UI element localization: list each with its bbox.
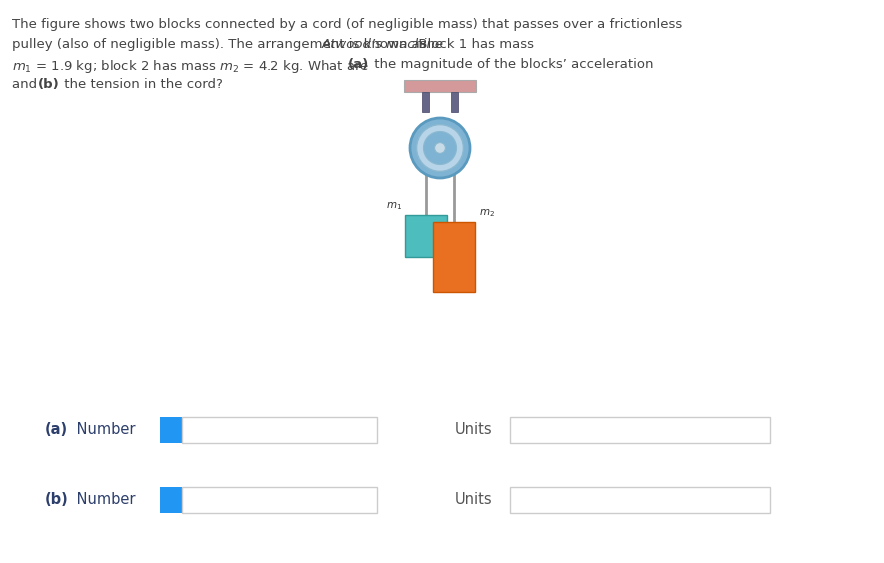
Text: i: i bbox=[169, 493, 173, 507]
Text: $m_1$ = 1.9 kg; block 2 has mass $m_2$ = 4.2 kg. What are: $m_1$ = 1.9 kg; block 2 has mass $m_2$ =… bbox=[12, 58, 370, 75]
Bar bbox=[433, 222, 475, 292]
Text: Units: Units bbox=[455, 493, 492, 507]
Bar bbox=[160, 417, 182, 443]
Bar bbox=[510, 417, 770, 443]
Circle shape bbox=[410, 118, 470, 178]
Bar bbox=[160, 487, 182, 513]
Text: (a): (a) bbox=[348, 58, 370, 71]
Bar bbox=[404, 80, 476, 92]
Text: The figure shows two blocks connected by a cord (of negligible mass) that passes: The figure shows two blocks connected by… bbox=[12, 18, 682, 31]
Text: (b): (b) bbox=[45, 493, 69, 507]
Bar bbox=[422, 92, 429, 112]
Circle shape bbox=[423, 132, 456, 164]
Text: Units: Units bbox=[455, 422, 492, 437]
Text: Number: Number bbox=[72, 493, 135, 507]
Text: the magnitude of the blocks’ acceleration: the magnitude of the blocks’ acceleratio… bbox=[370, 58, 653, 71]
Text: pulley (also of negligible mass). The arrangement is known as: pulley (also of negligible mass). The ar… bbox=[12, 38, 431, 51]
Text: ∨: ∨ bbox=[753, 495, 762, 508]
Text: Atwood’s machine: Atwood’s machine bbox=[322, 38, 444, 51]
Text: the tension in the cord?: the tension in the cord? bbox=[60, 78, 223, 91]
Text: $m_1$: $m_1$ bbox=[386, 200, 402, 212]
Text: . Block 1 has mass: . Block 1 has mass bbox=[410, 38, 534, 51]
Text: (b): (b) bbox=[38, 78, 60, 91]
Text: i: i bbox=[169, 423, 173, 437]
Text: and: and bbox=[12, 78, 42, 91]
Text: Number: Number bbox=[72, 422, 135, 437]
Bar bbox=[182, 417, 377, 443]
Circle shape bbox=[416, 124, 463, 171]
Bar bbox=[510, 487, 770, 513]
Text: $m_2$: $m_2$ bbox=[479, 207, 495, 219]
Bar bbox=[182, 487, 377, 513]
Bar bbox=[405, 215, 447, 257]
Text: (a): (a) bbox=[45, 422, 68, 437]
Bar bbox=[451, 92, 458, 112]
Circle shape bbox=[435, 142, 446, 153]
Text: ∨: ∨ bbox=[753, 426, 762, 439]
